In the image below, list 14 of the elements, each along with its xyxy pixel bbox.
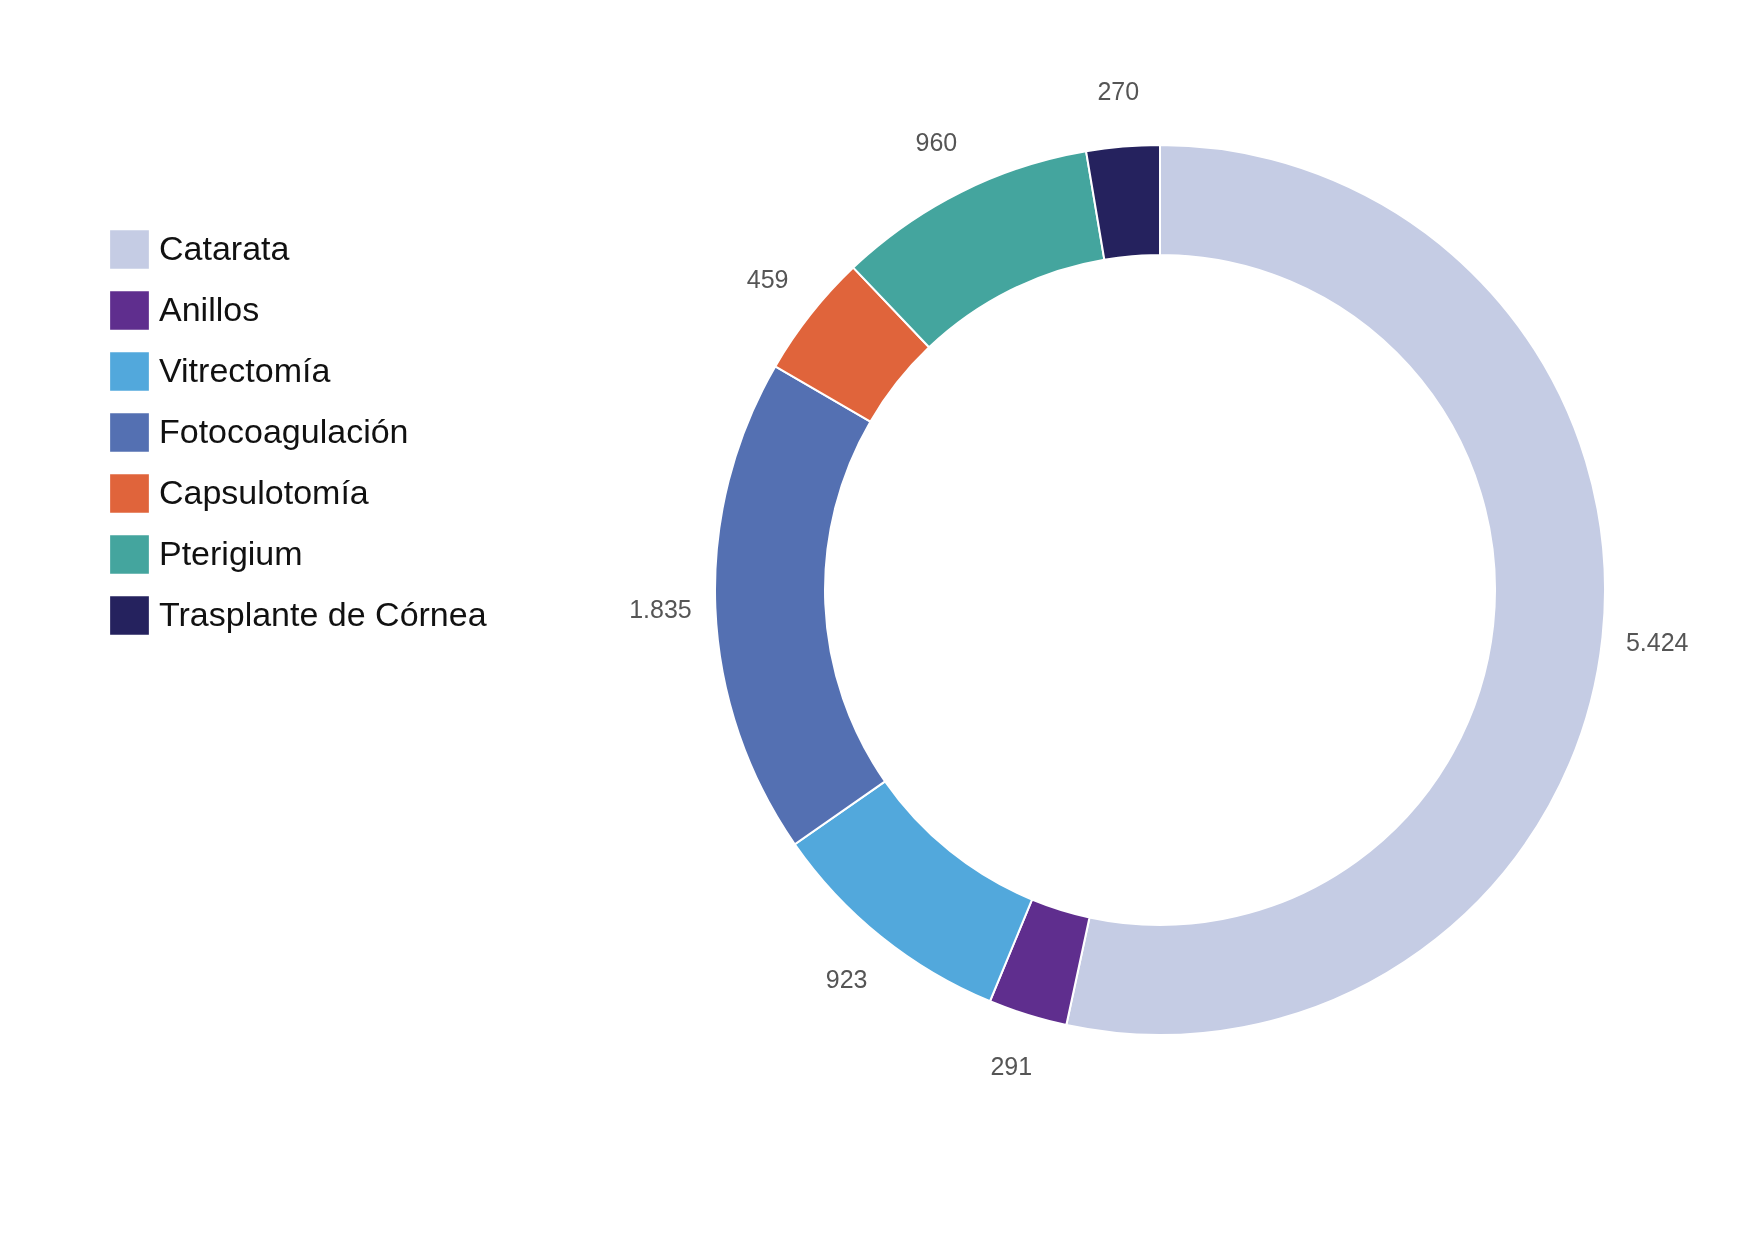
legend-label: Pterigium xyxy=(159,533,303,572)
data-label: 291 xyxy=(990,1052,1033,1081)
data-label: 960 xyxy=(915,127,958,156)
legend-label: Anillos xyxy=(159,289,260,328)
legend-label: Capsulotomía xyxy=(159,472,369,511)
data-label: 1.835 xyxy=(629,595,692,624)
data-label: 459 xyxy=(746,265,789,294)
data-label: 270 xyxy=(1097,76,1140,105)
legend-label: Catarata xyxy=(159,228,290,267)
legend-label: Vitrectomía xyxy=(159,350,331,389)
legend-label: Trasplante de Córnea xyxy=(159,594,487,633)
data-label: 923 xyxy=(825,964,868,993)
data-label: 5.424 xyxy=(1625,627,1689,656)
legend-label: Fotocoagulación xyxy=(159,411,409,450)
